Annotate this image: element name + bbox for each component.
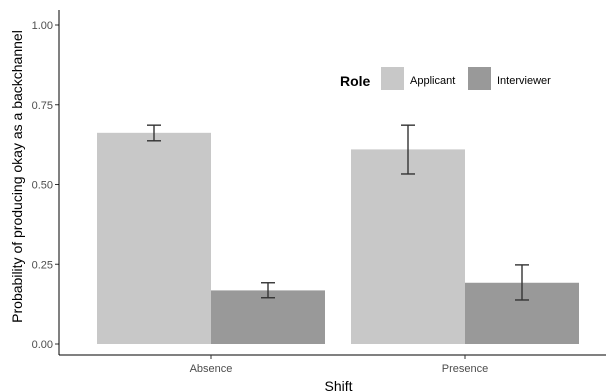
y-tick-label: 1.00 bbox=[32, 20, 53, 32]
error-bars bbox=[147, 124, 529, 301]
error-bar-interviewer-absence bbox=[261, 282, 275, 299]
x-axis-title: Shift bbox=[324, 378, 352, 392]
y-tick-label: 0.75 bbox=[32, 100, 53, 112]
x-tick-label-absence: Absence bbox=[190, 363, 233, 375]
legend-title: Role bbox=[340, 73, 371, 89]
bar-applicant-presence bbox=[351, 149, 465, 344]
error-bar-applicant-presence bbox=[401, 124, 415, 175]
bar-applicant-absence bbox=[97, 132, 211, 344]
bars bbox=[97, 132, 579, 344]
legend: Role Applicant Interviewer bbox=[340, 67, 551, 90]
y-axis-ticks: 0.00 0.25 0.50 0.75 1.00 bbox=[32, 20, 59, 351]
legend-swatch-interviewer bbox=[468, 67, 491, 90]
bar-interviewer-absence bbox=[211, 290, 325, 344]
y-tick-label: 0.25 bbox=[32, 259, 53, 271]
error-bar-applicant-absence bbox=[147, 124, 161, 142]
x-tick-label-presence: Presence bbox=[442, 363, 488, 375]
legend-swatch-applicant bbox=[381, 67, 404, 90]
legend-label-interviewer: Interviewer bbox=[497, 75, 551, 87]
legend-label-applicant: Applicant bbox=[410, 75, 455, 87]
x-axis-ticks: Absence Presence bbox=[190, 355, 488, 375]
y-axis-title: Probability of producing okay as a backc… bbox=[9, 30, 25, 323]
y-tick-label: 0.00 bbox=[32, 339, 53, 351]
error-bar-interviewer-presence bbox=[515, 264, 529, 301]
y-tick-label: 0.50 bbox=[32, 180, 53, 192]
